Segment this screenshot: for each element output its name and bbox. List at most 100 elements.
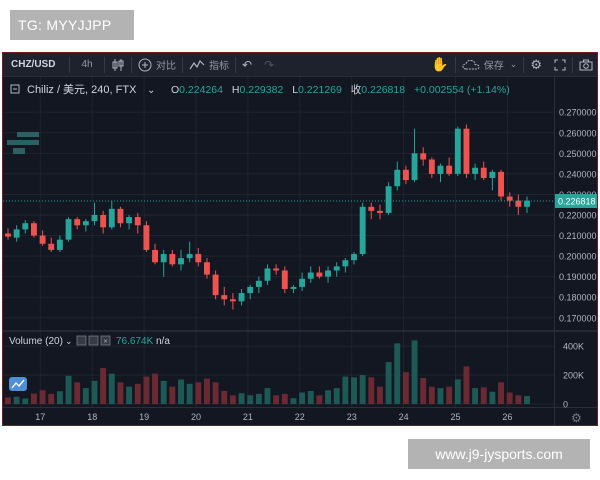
- volume-bar[interactable]: [377, 386, 383, 404]
- candle-body[interactable]: [307, 272, 314, 279]
- symbol-search-button[interactable]: CHZ/USD: [11, 59, 56, 70]
- volume-title[interactable]: Volume (20): [9, 336, 63, 347]
- volume-bar[interactable]: [437, 388, 444, 404]
- volume-bar[interactable]: [212, 382, 219, 404]
- candle-body[interactable]: [333, 266, 340, 271]
- volume-bar[interactable]: [56, 391, 63, 404]
- candle-body[interactable]: [255, 280, 262, 287]
- volume-bar[interactable]: [264, 388, 271, 404]
- candle-body[interactable]: [186, 254, 193, 259]
- candle-body[interactable]: [446, 165, 453, 174]
- candle-body[interactable]: [281, 270, 288, 289]
- volume-bar[interactable]: [281, 393, 288, 404]
- volume-bar[interactable]: [13, 396, 20, 404]
- candle-body[interactable]: [65, 219, 72, 240]
- candle-body[interactable]: [325, 270, 331, 277]
- volume-bar[interactable]: [368, 377, 375, 404]
- volume-bar[interactable]: [100, 367, 107, 404]
- candle-body[interactable]: [489, 171, 496, 179]
- volume-bar[interactable]: [152, 373, 158, 404]
- eye-icon[interactable]: [76, 335, 87, 346]
- volume-bar[interactable]: [134, 383, 141, 404]
- volume-bar[interactable]: [489, 391, 496, 404]
- candle-body[interactable]: [351, 254, 357, 261]
- bar-style-button[interactable]: [105, 53, 131, 77]
- candle-body[interactable]: [368, 206, 375, 211]
- candle-body[interactable]: [264, 268, 271, 281]
- candle-body[interactable]: [472, 167, 479, 174]
- time-axis[interactable]: 17 18 19 20 21 22 23 24 25 26: [35, 412, 512, 422]
- volume-bar[interactable]: [82, 388, 89, 404]
- candle-body[interactable]: [178, 258, 184, 265]
- candle-body[interactable]: [117, 208, 124, 224]
- candle-body[interactable]: [82, 221, 89, 226]
- candle-body[interactable]: [394, 169, 401, 187]
- settings-button[interactable]: ⚙: [524, 53, 548, 77]
- volume-bar[interactable]: [307, 391, 314, 404]
- volume-bar[interactable]: [255, 393, 262, 404]
- candle-body[interactable]: [420, 153, 427, 160]
- volume-bar[interactable]: [160, 380, 167, 404]
- candle-body[interactable]: [506, 196, 513, 201]
- candle-body[interactable]: [299, 278, 306, 287]
- undo-button[interactable]: ↶: [236, 53, 258, 77]
- volume-bar[interactable]: [515, 395, 522, 404]
- volume-bar[interactable]: [325, 390, 331, 404]
- candle-body[interactable]: [342, 260, 349, 267]
- candle-body[interactable]: [385, 186, 392, 213]
- fullscreen-button[interactable]: [548, 53, 572, 77]
- candle-body[interactable]: [13, 229, 20, 238]
- volume-bar[interactable]: [385, 362, 392, 404]
- series-title[interactable]: Chiliz / 美元, 240, FTX: [27, 83, 137, 96]
- candle-body[interactable]: [411, 153, 418, 181]
- candle-body[interactable]: [480, 167, 487, 179]
- volume-bar[interactable]: [454, 379, 461, 404]
- candle-body[interactable]: [134, 217, 141, 226]
- volume-bar[interactable]: [186, 383, 193, 404]
- volume-bar[interactable]: [126, 386, 133, 404]
- candle-body[interactable]: [229, 299, 236, 302]
- volume-bar[interactable]: [238, 393, 245, 404]
- volume-axis[interactable]: 400K 200K 0: [563, 342, 584, 410]
- volume-bar[interactable]: [169, 386, 176, 404]
- volume-bar[interactable]: [273, 395, 280, 404]
- candle-body[interactable]: [316, 272, 323, 277]
- candle-body[interactable]: [108, 208, 115, 228]
- volume-bar[interactable]: [498, 382, 504, 404]
- candle-body[interactable]: [221, 295, 228, 300]
- candle-body[interactable]: [359, 206, 366, 255]
- candle-body[interactable]: [377, 210, 383, 213]
- price-chart[interactable]: 0.2700000.2600000.2500000.2400000.230000…: [3, 77, 598, 426]
- save-button[interactable]: 保存 ⌄: [456, 53, 524, 77]
- volume-bar[interactable]: [463, 366, 470, 404]
- candle-body[interactable]: [31, 223, 37, 236]
- collapse-legend-button[interactable]: [10, 84, 20, 94]
- candle-body[interactable]: [238, 293, 245, 302]
- volume-bar[interactable]: [195, 382, 202, 404]
- price-axis[interactable]: 0.2700000.2600000.2500000.2400000.230000…: [3, 108, 598, 324]
- close-icon[interactable]: [100, 335, 111, 346]
- redo-button[interactable]: ↷: [258, 53, 280, 77]
- volume-bar[interactable]: [359, 375, 366, 404]
- candle-body[interactable]: [463, 128, 470, 174]
- volume-bar[interactable]: [65, 375, 72, 404]
- volume-bar[interactable]: [229, 395, 236, 404]
- candle-body[interactable]: [160, 254, 167, 263]
- volume-bar[interactable]: [108, 373, 115, 404]
- volume-bar[interactable]: [402, 372, 409, 404]
- volume-bar[interactable]: [506, 392, 513, 404]
- volume-bar[interactable]: [480, 387, 487, 404]
- candle-body[interactable]: [22, 223, 29, 230]
- candle-body[interactable]: [126, 217, 133, 224]
- volume-bar[interactable]: [5, 397, 11, 405]
- volume-bar[interactable]: [31, 393, 37, 404]
- candle-body[interactable]: [428, 159, 435, 174]
- candle-body[interactable]: [402, 169, 409, 181]
- volume-bar[interactable]: [351, 377, 357, 404]
- volume-bar[interactable]: [117, 382, 124, 404]
- settings-small-icon[interactable]: [88, 335, 99, 346]
- volume-bar[interactable]: [316, 395, 323, 404]
- volume-bar[interactable]: [22, 398, 29, 404]
- volume-menu-chevron-icon[interactable]: ⌄: [65, 336, 73, 346]
- volume-bar[interactable]: [91, 380, 98, 404]
